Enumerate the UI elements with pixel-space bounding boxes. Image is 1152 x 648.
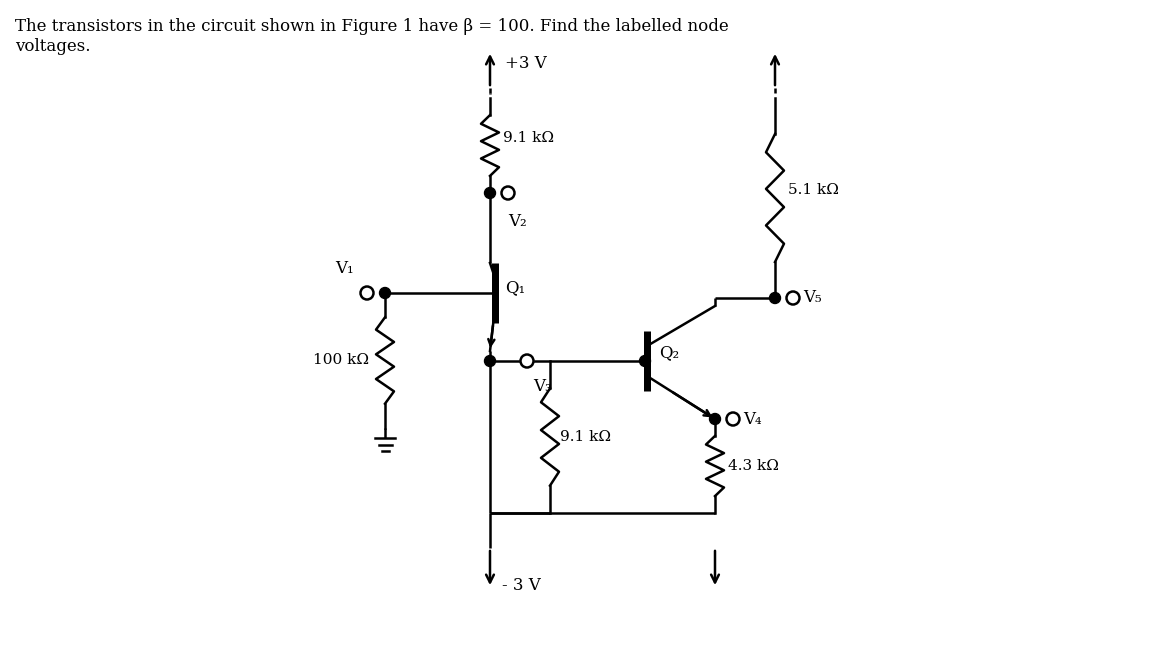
Circle shape	[501, 187, 515, 200]
Circle shape	[361, 286, 373, 299]
Text: 9.1 kΩ: 9.1 kΩ	[560, 430, 611, 444]
Text: 5.1 kΩ: 5.1 kΩ	[788, 183, 839, 198]
Text: +3 V: +3 V	[505, 54, 547, 71]
Text: V₂: V₂	[508, 213, 526, 230]
Circle shape	[787, 292, 799, 305]
Circle shape	[521, 354, 533, 367]
Text: V₅: V₅	[803, 290, 821, 307]
Text: The transistors in the circuit shown in Figure 1 have β = 100. Find the labelled: The transistors in the circuit shown in …	[15, 18, 729, 54]
Circle shape	[485, 187, 495, 198]
Circle shape	[770, 292, 781, 303]
Text: 100 kΩ: 100 kΩ	[313, 354, 369, 367]
Circle shape	[379, 288, 391, 299]
Text: 4.3 kΩ: 4.3 kΩ	[728, 459, 779, 473]
Text: Q₂: Q₂	[659, 345, 680, 362]
Text: V₃: V₃	[533, 378, 552, 395]
Text: Q₁: Q₁	[505, 279, 525, 297]
Text: V₄: V₄	[743, 410, 761, 428]
Text: 9.1 kΩ: 9.1 kΩ	[503, 131, 554, 145]
Text: V₁: V₁	[335, 260, 354, 277]
Circle shape	[639, 356, 651, 367]
Circle shape	[485, 356, 495, 367]
Text: - 3 V: - 3 V	[502, 577, 540, 594]
Circle shape	[727, 413, 740, 426]
Circle shape	[710, 413, 720, 424]
